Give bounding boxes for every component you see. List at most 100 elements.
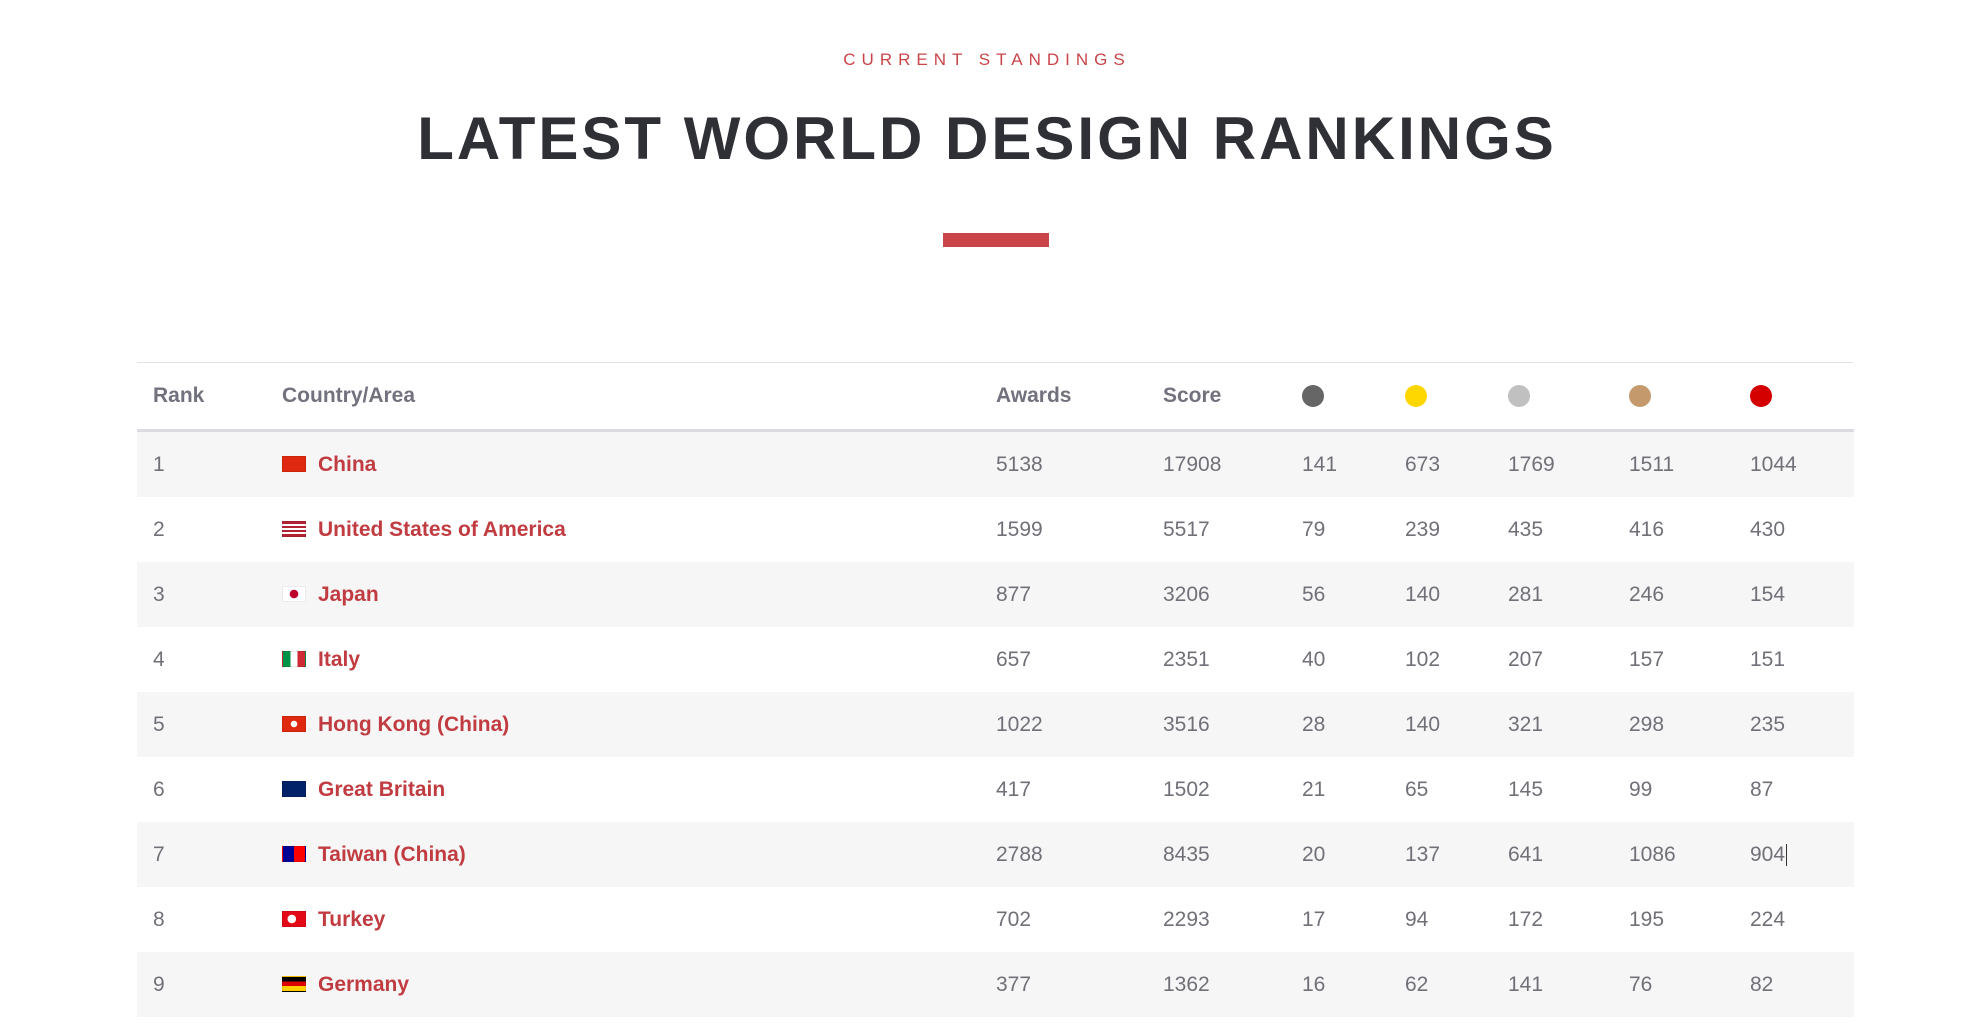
table-row: 5 Hong Kong (China) 1022 3516 28 140 321 298 235	[137, 692, 1854, 757]
silver-column-header[interactable]	[1508, 363, 1629, 432]
gold-count-cell: 102	[1405, 627, 1508, 692]
rank-column-header[interactable]: Rank	[137, 363, 282, 432]
rank-value: 8	[153, 907, 165, 931]
gold-count-value: 65	[1405, 777, 1429, 801]
japan-flag-icon	[282, 585, 306, 602]
page-title: LATEST WORLD DESIGN RANKINGS	[417, 105, 1557, 172]
platinum-count-cell: 20	[1302, 822, 1405, 887]
silver-count-value: 172	[1508, 907, 1544, 931]
bronze-count-value: 298	[1629, 712, 1665, 736]
iron-count-cell: 1044	[1750, 430, 1854, 497]
score-value: 2293	[1163, 907, 1210, 931]
title-underline-divider	[943, 233, 1049, 247]
rank-value: 1	[153, 452, 165, 476]
silver-count-value: 1769	[1508, 452, 1555, 476]
platinum-count-value: 56	[1302, 582, 1326, 606]
iron-count-cell: 154	[1750, 562, 1854, 627]
rank-cell: 7	[137, 822, 282, 887]
platinum-count-cell: 16	[1302, 952, 1405, 1017]
iron-count-value: 154	[1750, 582, 1786, 606]
gold-count-cell: 140	[1405, 692, 1508, 757]
silver-count-value: 145	[1508, 777, 1544, 801]
gold-count-value: 140	[1405, 712, 1441, 736]
score-cell: 2293	[1163, 887, 1302, 952]
bronze-count-value: 195	[1629, 907, 1665, 931]
table-row: 2 United States of America 1599 5517 79 239 43…	[137, 497, 1854, 562]
bronze-count-value: 157	[1629, 647, 1665, 671]
iron-count-value: 904	[1750, 842, 1786, 866]
country-cell: Japan	[282, 562, 996, 627]
score-value: 1362	[1163, 972, 1210, 996]
rank-cell: 9	[137, 952, 282, 1017]
score-cell: 5517	[1163, 497, 1302, 562]
platinum-column-header[interactable]	[1302, 363, 1405, 432]
country-link[interactable]: United States of America	[318, 517, 566, 541]
section-eyebrow: CURRENT STANDINGS	[843, 50, 1131, 69]
platinum-count-cell: 141	[1302, 430, 1405, 497]
score-cell: 1502	[1163, 757, 1302, 822]
gold-count-cell: 239	[1405, 497, 1508, 562]
awards-column-header[interactable]: Awards	[996, 363, 1163, 432]
iron-column-header[interactable]	[1750, 363, 1854, 432]
awards-cell: 417	[996, 757, 1163, 822]
gold-count-cell: 137	[1405, 822, 1508, 887]
country-link[interactable]: Taiwan (China)	[318, 842, 466, 866]
score-column-header[interactable]: Score	[1163, 363, 1302, 432]
score-cell: 1362	[1163, 952, 1302, 1017]
iron-count-value: 430	[1750, 517, 1786, 541]
table-row: 7 Taiwan (China) 2788 8435 20 137 641 1086 904	[137, 822, 1854, 887]
gold-column-header[interactable]	[1405, 363, 1508, 432]
platinum-count-value: 17	[1302, 907, 1326, 931]
country-link[interactable]: Turkey	[318, 907, 386, 931]
country-link[interactable]: Italy	[318, 647, 361, 671]
iron-count-value: 151	[1750, 647, 1786, 671]
bronze-count-value: 1511	[1629, 452, 1675, 476]
text-cursor	[1786, 843, 1788, 866]
silver-medal-icon	[1508, 385, 1530, 408]
country-link[interactable]: Japan	[318, 582, 379, 606]
table-row: 6 Great Britain 417 1502 21 65 145 99 87	[137, 757, 1854, 822]
silver-count-cell: 281	[1508, 562, 1629, 627]
taiwan-flag-icon	[282, 845, 306, 862]
germany-flag-icon	[282, 975, 306, 992]
iron-medal-icon	[1750, 385, 1772, 408]
awards-value: 377	[996, 972, 1032, 996]
awards-value: 877	[996, 582, 1032, 606]
awards-value: 1022	[996, 712, 1043, 736]
iron-count-cell: 87	[1750, 757, 1854, 822]
country-link[interactable]: Hong Kong (China)	[318, 712, 510, 736]
score-cell: 17908	[1163, 430, 1302, 497]
country-cell: Turkey	[282, 887, 996, 952]
silver-count-value: 141	[1508, 972, 1544, 996]
awards-cell: 657	[996, 627, 1163, 692]
iron-count-cell: 151	[1750, 627, 1854, 692]
platinum-count-value: 20	[1302, 842, 1326, 866]
platinum-count-value: 79	[1302, 517, 1326, 541]
country-link[interactable]: Germany	[318, 972, 410, 996]
score-value: 3516	[1163, 712, 1210, 736]
silver-count-cell: 145	[1508, 757, 1629, 822]
gold-count-value: 673	[1405, 452, 1441, 476]
platinum-count-value: 28	[1302, 712, 1326, 736]
bronze-count-cell: 416	[1629, 497, 1750, 562]
rankings-table-container: Rank Country/Area Awards Score 1 China 513…	[137, 362, 1854, 1017]
rank-value: 3	[153, 582, 165, 606]
hong-kong-flag-icon	[282, 715, 306, 732]
gold-count-value: 94	[1405, 907, 1429, 931]
bronze-column-header[interactable]	[1629, 363, 1750, 432]
country-link[interactable]: Great Britain	[318, 777, 446, 801]
bronze-count-cell: 99	[1629, 757, 1750, 822]
country-link[interactable]: China	[318, 452, 377, 476]
score-value: 2351	[1163, 647, 1210, 671]
country-column-header[interactable]: Country/Area	[282, 363, 996, 432]
awards-cell: 5138	[996, 430, 1163, 497]
platinum-count-cell: 79	[1302, 497, 1405, 562]
rank-value: 4	[153, 647, 165, 671]
table-row: 8 Turkey 702 2293 17 94 172 195 224	[137, 887, 1854, 952]
bronze-count-cell: 1086	[1629, 822, 1750, 887]
platinum-count-value: 21	[1302, 777, 1326, 801]
bronze-count-cell: 1511	[1629, 430, 1750, 497]
silver-count-cell: 141	[1508, 952, 1629, 1017]
gold-medal-icon	[1405, 385, 1427, 408]
table-row: 9 Germany 377 1362 16 62 141 76 82	[137, 952, 1854, 1017]
